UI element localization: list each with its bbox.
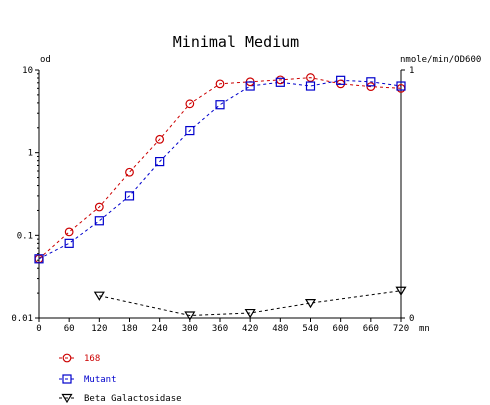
series-mutant-line (38, 79, 402, 260)
legend-marker (61, 393, 73, 404)
x-tick-label: 300 (182, 324, 198, 334)
right-axis-label: nmole/min/OD600 (400, 55, 481, 65)
series-mutant-point (245, 81, 255, 91)
series-beta-galactosidase-point (184, 311, 196, 321)
legend-item-beta-galactosidase: Beta Galactosidase (59, 393, 182, 404)
series-168-point (185, 99, 195, 109)
x-tick-label: 240 (152, 324, 168, 334)
left-tick-label: 10 (22, 66, 33, 76)
ticks-layer: 0 60 120 180 240 300 360 420 480 540 600 660 7201010… (11, 66, 414, 334)
x-tick-label: 0 (36, 324, 41, 334)
legend-label: 168 (84, 354, 100, 364)
series-beta-galactosidase-point (395, 286, 407, 296)
series-mutant-point (366, 77, 376, 87)
chart-title: Minimal Medium (173, 33, 299, 51)
left-tick-label: 1 (28, 149, 33, 159)
x-tick-label: 120 (91, 324, 107, 334)
x-tick-label: 480 (272, 324, 288, 334)
series-beta-galactosidase-line (99, 290, 402, 317)
series-mutant-point (94, 216, 104, 226)
x-tick-label: 180 (121, 324, 137, 334)
series-mutant-point (185, 125, 195, 136)
series-168-point (155, 134, 165, 144)
series-beta-galactosidase-point (93, 291, 105, 301)
legend-marker (62, 353, 72, 363)
series-mutant-point (215, 100, 225, 110)
series-168-point (64, 227, 74, 237)
series-168-line (38, 77, 402, 260)
legend-item-168: 168 (59, 353, 100, 364)
markers-layer (34, 73, 407, 321)
right-tick-label: 1 (409, 66, 414, 76)
x-tick-label: 360 (212, 324, 228, 334)
series-168-point (94, 202, 104, 212)
series-mutant-point (64, 238, 74, 248)
legend-marker (62, 374, 72, 384)
legend-label: Beta Galactosidase (84, 394, 182, 404)
legend-label: Mutant (84, 375, 117, 385)
left-axis-label: od (40, 55, 51, 65)
x-tick-label: 660 (363, 324, 379, 334)
series-mutant-point (396, 81, 406, 91)
legend: 168 Mutant Beta Galactosidase (59, 353, 182, 404)
legend-item-mutant: Mutant (59, 374, 117, 385)
left-tick-label: 0.01 (11, 314, 33, 324)
lines-layer (38, 77, 402, 317)
series-168-point (306, 73, 315, 82)
series-168-point (366, 82, 376, 91)
series-mutant-point (336, 75, 346, 85)
series-mutant-point (275, 77, 285, 87)
series-mutant-point (124, 191, 135, 201)
x-tick-label: 60 (64, 324, 75, 334)
x-tick-label: 540 (302, 324, 318, 334)
series-mutant-point (155, 156, 165, 167)
left-tick-label: 0.1 (17, 231, 33, 241)
x-tick-label: 600 (333, 324, 349, 334)
x-unit-label: mn (419, 324, 430, 334)
series-mutant-point (305, 81, 316, 91)
series-beta-galactosidase-point (244, 308, 256, 319)
series-mutant-point (34, 254, 44, 264)
series-beta-galactosidase-point (304, 299, 317, 309)
right-tick-label: 0 (409, 314, 414, 324)
series-168-point (215, 79, 225, 89)
series-168-point (125, 167, 134, 177)
x-tick-label: 420 (242, 324, 258, 334)
x-tick-label: 720 (393, 324, 409, 334)
